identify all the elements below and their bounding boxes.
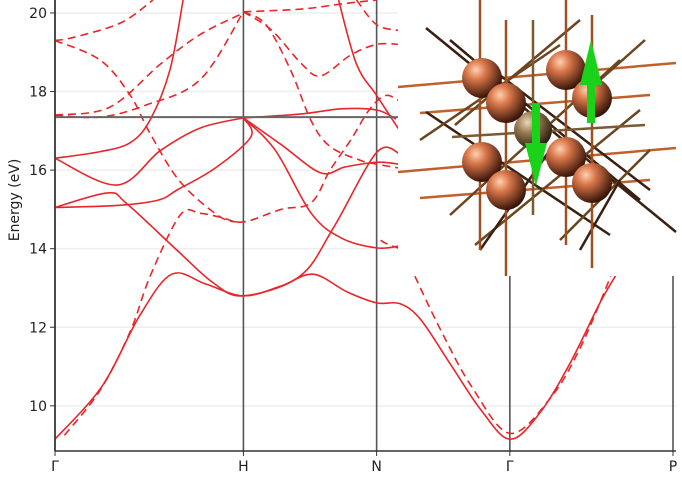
band-dashed [54, 39, 244, 223]
spin-up-arrowhead [580, 40, 602, 85]
band-dashed [243, 11, 400, 169]
y-tick-label: 18 [29, 85, 47, 101]
bond-rod [599, 39, 646, 81]
band-solid [54, 272, 618, 441]
copper-atom [486, 83, 526, 123]
band-solid [54, 0, 184, 160]
atoms [462, 50, 612, 210]
band-dashed [376, 236, 401, 250]
y-tick-label: 16 [29, 163, 47, 179]
band-dashed [63, 94, 401, 436]
bond-rod [454, 19, 581, 126]
spin-down-arrowhead [525, 143, 547, 186]
band-dashed [54, 0, 154, 42]
y-tick-label: 14 [29, 242, 47, 258]
copper-atom [546, 137, 586, 177]
y-tick-label: 12 [29, 320, 47, 336]
copper-atom [546, 50, 586, 90]
crystal-structure-inset [397, 0, 678, 276]
band-dashed [242, 11, 400, 77]
copper-atom [462, 58, 502, 98]
x-tick-label: H [238, 459, 249, 475]
band-dashed [54, 11, 245, 119]
spin-up-arrow [587, 83, 595, 123]
bond-rod [425, 110, 611, 237]
bond-rod [578, 179, 622, 251]
band-dashed [355, 0, 400, 32]
y-tick-label: 10 [29, 399, 47, 415]
spin-arrows [525, 40, 602, 186]
axes: 10 12 14 16 18 20 Γ H N Γ P [29, 0, 677, 475]
band-solid [337, 0, 401, 132]
x-tick-label: N [371, 459, 381, 475]
band-dashed [414, 275, 612, 435]
band-solid [54, 117, 253, 209]
copper-atom [572, 163, 612, 203]
y-axis-label: Energy (eV) [7, 159, 23, 242]
x-tick-label: Γ [51, 459, 59, 475]
x-tick-label: P [669, 459, 677, 475]
band-dashed [54, 12, 244, 116]
bond-rod [397, 61, 677, 89]
band-solid [243, 107, 397, 120]
x-tick-label: Γ [506, 459, 514, 475]
bond-rod [474, 109, 641, 246]
band-solid [242, 117, 400, 175]
band-solid [54, 117, 244, 186]
copper-atom [486, 170, 526, 210]
band-solid [54, 146, 401, 297]
bands [54, 0, 618, 441]
copper-atom [462, 142, 502, 182]
band-dashed [243, 0, 377, 13]
band-solid [242, 117, 400, 249]
spin-down-arrow [532, 103, 540, 145]
y-tick-label: 20 [29, 6, 47, 22]
